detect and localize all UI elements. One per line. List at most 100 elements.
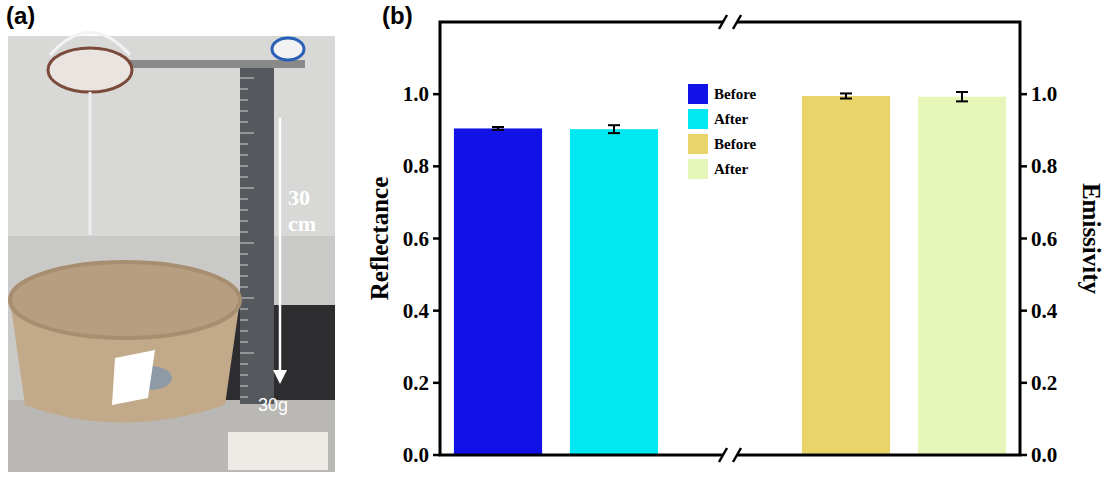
y2-tick-label: 0.6 <box>1031 227 1057 251</box>
clamp <box>48 48 132 92</box>
legend-swatch <box>688 84 708 104</box>
ruler-graduation <box>240 320 248 321</box>
panel-label: (a) <box>6 2 35 29</box>
ruler-graduation <box>240 133 254 134</box>
weight-label: 30g <box>258 395 288 415</box>
y-tick-label: 0.4 <box>403 299 430 323</box>
y-tick-label: 0.0 <box>403 443 429 467</box>
error-cap <box>956 91 968 93</box>
y2-tick <box>1020 165 1027 168</box>
legend-label: Before <box>714 136 757 152</box>
bar <box>454 128 542 455</box>
y-tick <box>433 165 440 168</box>
y2-tick-label: 0.4 <box>1031 299 1058 323</box>
legend-label: Before <box>714 86 757 102</box>
error-stem <box>961 92 963 101</box>
y2-tick-label: 0.2 <box>1031 371 1057 395</box>
height-label-line: cm <box>288 211 316 236</box>
ruler-graduation <box>240 276 248 277</box>
legend-label: After <box>714 111 748 127</box>
ruler-graduation <box>240 331 248 332</box>
ruler-graduation <box>240 100 248 101</box>
y2-tick-label: 0.0 <box>1031 443 1057 467</box>
bar <box>570 129 658 455</box>
clamp-knob <box>272 38 304 60</box>
basin-rim <box>10 262 240 338</box>
axis-break-mark <box>733 15 741 29</box>
ruler-graduation <box>240 210 248 211</box>
y2-tick <box>1020 93 1027 96</box>
ruler-graduation <box>240 89 248 90</box>
y-tick <box>433 93 440 96</box>
error-cap <box>608 132 620 134</box>
drop-arrowhead <box>273 370 287 384</box>
ruler-graduation <box>240 122 248 123</box>
error-bar <box>608 125 620 133</box>
bar <box>802 96 890 455</box>
axis-break-mark <box>733 448 741 462</box>
y-tick <box>433 309 440 312</box>
ruler-graduation <box>240 364 248 365</box>
drop-arrow <box>279 118 282 372</box>
panel-a: 30cm 30g (a) <box>6 2 335 472</box>
ruler-graduation <box>240 199 248 200</box>
y2-tick-label: 1.0 <box>1031 82 1057 106</box>
ruler-graduation <box>240 265 248 266</box>
y2-axis-title: Emissivity <box>1078 183 1105 295</box>
funnel <box>50 33 130 56</box>
ruler-graduation <box>240 386 248 387</box>
ruler-graduation <box>240 111 248 112</box>
legend-swatch <box>688 134 708 154</box>
legend-swatch <box>688 109 708 129</box>
photo-background <box>8 36 335 472</box>
y-axis-title: Reflectance <box>366 177 393 301</box>
ruler-graduation <box>240 353 254 354</box>
error-bar <box>956 92 968 101</box>
ruler-graduation <box>240 254 248 255</box>
y2-tick <box>1020 382 1027 385</box>
bar <box>918 97 1006 455</box>
ruler-graduation <box>240 232 248 233</box>
y-tick <box>433 237 440 240</box>
weight-block <box>228 432 328 470</box>
plot-frame <box>440 22 1020 455</box>
axis-break-mark <box>719 15 727 29</box>
ruler-graduation <box>240 287 248 288</box>
error-cap <box>840 97 852 99</box>
ruler-graduation <box>240 78 254 79</box>
error-stem <box>613 125 615 133</box>
y2-tick-label: 0.8 <box>1031 154 1057 178</box>
ruler-graduation <box>240 375 248 376</box>
error-bar <box>840 93 852 98</box>
panel-label: (b) <box>382 2 413 29</box>
ruler-graduation <box>240 221 248 222</box>
legend-label: After <box>714 161 748 177</box>
axis-break-mark <box>719 448 727 462</box>
error-cap <box>956 100 968 102</box>
y-tick <box>433 382 440 385</box>
ruler-graduation <box>240 342 248 343</box>
ruler-graduation <box>240 188 254 189</box>
y2-tick <box>1020 237 1027 240</box>
error-cap <box>840 92 852 94</box>
y-tick-label: 0.2 <box>403 371 429 395</box>
height-label: 30cm <box>288 185 316 236</box>
ruler-graduation <box>240 397 248 398</box>
ruler-graduation <box>240 166 248 167</box>
ruler-graduation <box>240 309 248 310</box>
ruler-graduation <box>240 243 254 244</box>
ruler <box>240 68 274 404</box>
y2-tick <box>1020 454 1027 457</box>
legend: Before After Before After <box>688 84 757 179</box>
error-bar <box>492 127 504 130</box>
funnel-stem <box>89 92 92 235</box>
y-tick-label: 1.0 <box>403 82 429 106</box>
figure: 30cm 30g (a) (b) 0.0 0.2 0.4 0.6 0.8 1.0 0.0 0.2 0.4… <box>0 0 1110 477</box>
panel-b: (b)0.00.20.40.60.81.00.00.20.40.60.81.0R… <box>366 2 1105 467</box>
ruler-graduation <box>240 298 254 299</box>
wall <box>8 36 335 236</box>
y-tick-label: 0.6 <box>403 227 429 251</box>
ruler-graduation <box>240 177 248 178</box>
ruler-graduation <box>240 155 248 156</box>
error-cap <box>492 126 504 128</box>
